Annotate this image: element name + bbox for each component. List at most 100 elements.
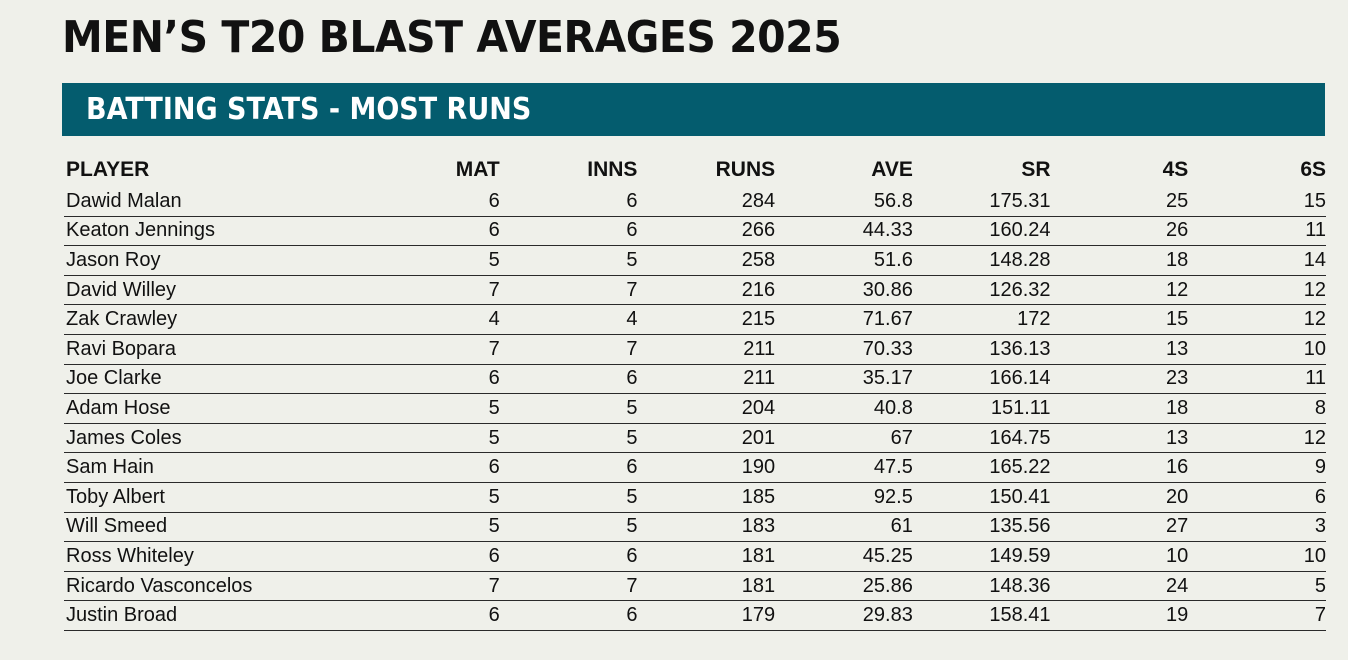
table-row: Toby Albert 5 5 185 92.5 150.41 20 6: [64, 482, 1326, 513]
cell-4s: 26: [1050, 216, 1189, 247]
table-row: Justin Broad 6 6 179 29.83 158.41 19 7: [64, 600, 1326, 631]
cell-player: Ricardo Vasconcelos: [64, 571, 363, 602]
cell-mat: 7: [362, 571, 500, 602]
table-row: Keaton Jennings 6 6 266 44.33 160.24 26 11: [64, 216, 1326, 247]
cell-6s: 11: [1188, 216, 1326, 247]
cell-6s: 12: [1188, 423, 1326, 454]
cell-inns: 5: [499, 512, 638, 543]
cell-ave: 92.5: [775, 482, 913, 513]
cell-player: Ravi Bopara: [64, 334, 363, 365]
batting-stats-table: PLAYER MAT INNS RUNS AVE SR 4S 6S Dawid …: [64, 153, 1326, 631]
cell-sr: 150.41: [912, 482, 1051, 513]
cell-ave: 56.8: [775, 187, 913, 217]
cell-player: Zak Crawley: [64, 304, 363, 335]
cell-4s: 10: [1050, 541, 1189, 572]
cell-sr: 148.28: [912, 245, 1051, 276]
cell-6s: 14: [1188, 245, 1326, 276]
cell-mat: 5: [362, 423, 500, 454]
cell-4s: 16: [1050, 452, 1189, 483]
cell-ave: 61: [775, 512, 913, 543]
cell-6s: 10: [1188, 334, 1326, 365]
cell-mat: 6: [362, 600, 500, 631]
cell-runs: 181: [637, 571, 776, 602]
cell-inns: 7: [499, 275, 638, 306]
cell-sr: 149.59: [912, 541, 1051, 572]
section-header-bar: BATTING STATS - MOST RUNS: [62, 83, 1325, 136]
cell-inns: 6: [499, 600, 638, 631]
table-row: Ross Whiteley 6 6 181 45.25 149.59 10 10: [64, 541, 1326, 572]
cell-player: Adam Hose: [64, 393, 363, 424]
section-title: BATTING STATS - MOST RUNS: [86, 92, 532, 127]
column-header-mat: MAT: [455, 158, 500, 181]
cell-6s: 7: [1188, 600, 1326, 631]
cell-runs: 183: [637, 512, 776, 543]
table-header-row: PLAYER MAT INNS RUNS AVE SR 4S 6S: [64, 153, 1326, 187]
cell-6s: 8: [1188, 393, 1326, 424]
cell-ave: 67: [775, 423, 913, 454]
cell-sr: 135.56: [912, 512, 1051, 543]
cell-sr: 126.32: [912, 275, 1051, 306]
cell-mat: 4: [362, 304, 500, 335]
cell-player: Will Smeed: [64, 512, 363, 543]
cell-ave: 30.86: [775, 275, 913, 306]
cell-sr: 151.11: [912, 393, 1051, 424]
cell-runs: 211: [637, 364, 776, 395]
table-row: Ravi Bopara 7 7 211 70.33 136.13 13 10: [64, 334, 1326, 365]
column-header-6s: 6S: [1300, 158, 1326, 181]
cell-4s: 18: [1050, 245, 1189, 276]
cell-inns: 4: [499, 304, 638, 335]
cell-inns: 5: [499, 482, 638, 513]
cell-runs: 211: [637, 334, 776, 365]
table-row: Joe Clarke 6 6 211 35.17 166.14 23 11: [64, 364, 1326, 395]
cell-sr: 165.22: [912, 452, 1051, 483]
cell-sr: 172: [912, 304, 1051, 335]
cell-mat: 6: [362, 216, 500, 247]
cell-6s: 12: [1188, 275, 1326, 306]
table-row: James Coles 5 5 201 67 164.75 13 12: [64, 423, 1326, 454]
cell-4s: 18: [1050, 393, 1189, 424]
cell-4s: 15: [1050, 304, 1189, 335]
cell-player: James Coles: [64, 423, 363, 454]
column-header-sr: SR: [1021, 158, 1051, 181]
cell-inns: 6: [499, 364, 638, 395]
cell-6s: 5: [1188, 571, 1326, 602]
cell-runs: 284: [637, 187, 776, 217]
cell-ave: 47.5: [775, 452, 913, 483]
column-header-ave: AVE: [871, 158, 913, 181]
cell-inns: 6: [499, 187, 638, 217]
cell-4s: 27: [1050, 512, 1189, 543]
cell-ave: 70.33: [775, 334, 913, 365]
cell-inns: 5: [499, 245, 638, 276]
cell-mat: 5: [362, 393, 500, 424]
cell-player: Jason Roy: [64, 245, 363, 276]
cell-6s: 9: [1188, 452, 1326, 483]
cell-runs: 215: [637, 304, 776, 335]
cell-mat: 5: [362, 245, 500, 276]
cell-ave: 40.8: [775, 393, 913, 424]
cell-4s: 13: [1050, 423, 1189, 454]
cell-mat: 6: [362, 364, 500, 395]
table-row: Adam Hose 5 5 204 40.8 151.11 18 8: [64, 393, 1326, 424]
cell-runs: 179: [637, 600, 776, 631]
cell-player: Justin Broad: [64, 600, 363, 631]
cell-inns: 5: [499, 393, 638, 424]
cell-ave: 35.17: [775, 364, 913, 395]
cell-player: Dawid Malan: [64, 187, 363, 217]
cell-mat: 7: [362, 275, 500, 306]
cell-ave: 25.86: [775, 571, 913, 602]
cell-4s: 25: [1050, 187, 1189, 217]
table-row: Zak Crawley 4 4 215 71.67 172 15 12: [64, 304, 1326, 335]
cell-sr: 158.41: [912, 600, 1051, 631]
cell-sr: 136.13: [912, 334, 1051, 365]
cell-4s: 12: [1050, 275, 1189, 306]
cell-ave: 44.33: [775, 216, 913, 247]
cell-runs: 266: [637, 216, 776, 247]
column-header-player: PLAYER: [66, 158, 150, 181]
cell-runs: 201: [637, 423, 776, 454]
column-header-4s: 4S: [1162, 158, 1189, 181]
cell-inns: 6: [499, 452, 638, 483]
cell-mat: 5: [362, 512, 500, 543]
cell-runs: 216: [637, 275, 776, 306]
table-row: David Willey 7 7 216 30.86 126.32 12 12: [64, 275, 1326, 306]
table-row: Sam Hain 6 6 190 47.5 165.22 16 9: [64, 452, 1326, 483]
